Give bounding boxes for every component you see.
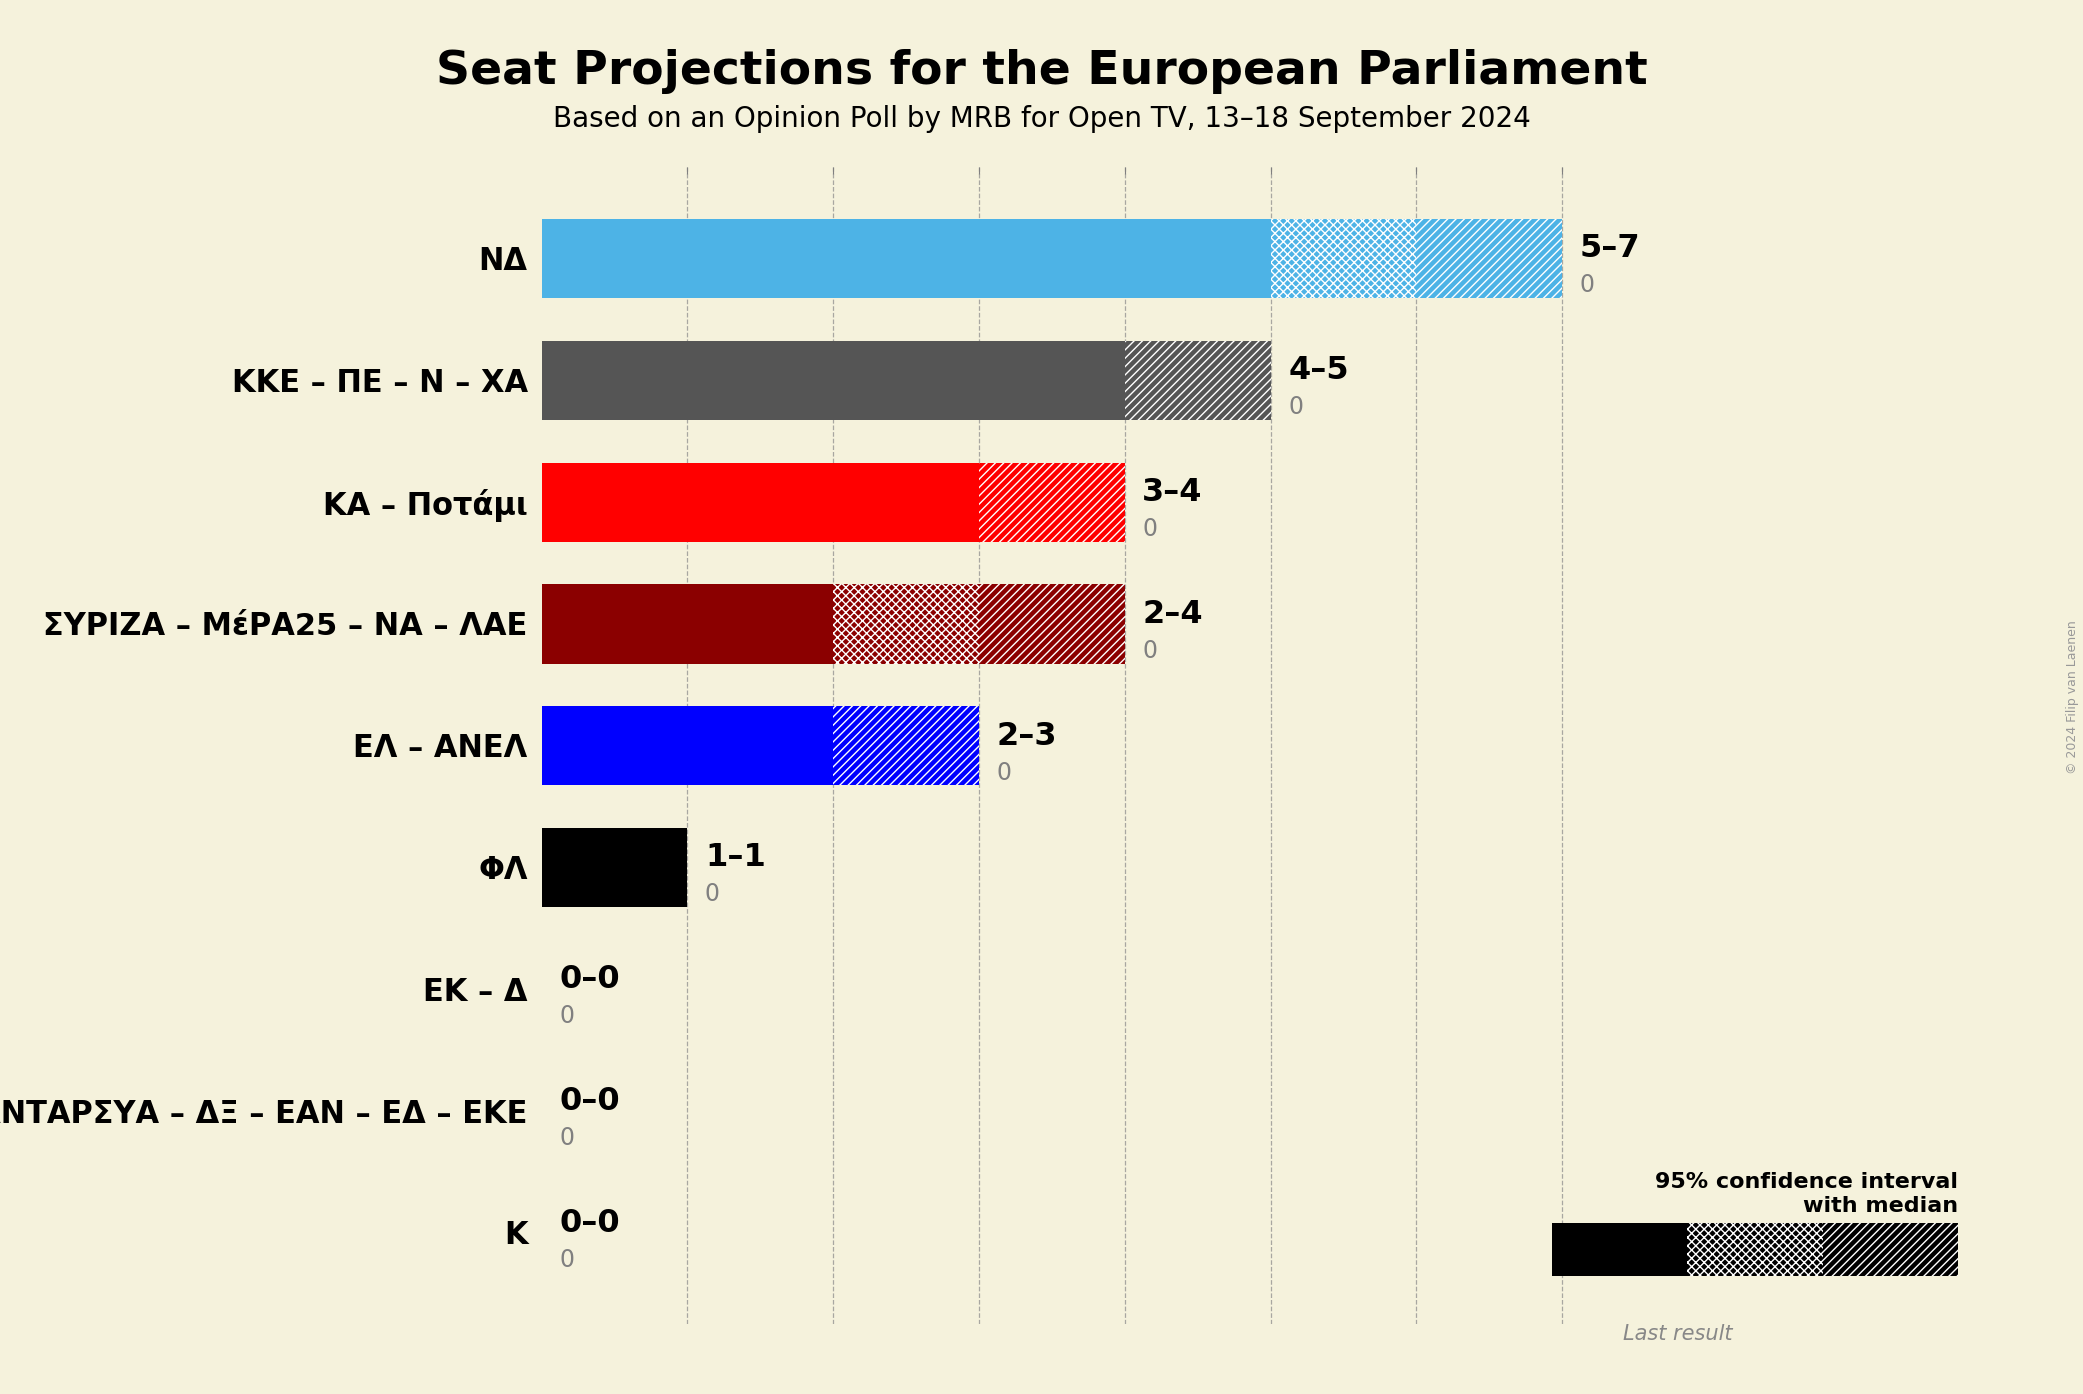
Text: 4–5: 4–5 [1287, 355, 1350, 386]
Text: 0: 0 [1579, 273, 1596, 297]
Bar [979, 463, 1125, 542]
Text: 95% confidence interval
with median: 95% confidence interval with median [1656, 1172, 1958, 1216]
Text: 0: 0 [704, 882, 721, 906]
Text: 3–4: 3–4 [1141, 477, 1202, 507]
Bar [1271, 219, 1416, 298]
Text: 0: 0 [1287, 396, 1304, 420]
Bar [542, 707, 833, 785]
Text: 1–1: 1–1 [704, 842, 767, 873]
Text: 0: 0 [558, 1004, 575, 1029]
Bar [1552, 1223, 1687, 1276]
Bar [833, 707, 979, 785]
Bar [542, 828, 687, 907]
Bar [979, 584, 1125, 664]
Bar [1416, 219, 1562, 298]
Text: 0–0: 0–0 [558, 1086, 621, 1117]
Text: 0: 0 [558, 1248, 575, 1271]
Bar [542, 463, 979, 542]
Text: 2–3: 2–3 [996, 721, 1056, 751]
Text: Based on an Opinion Poll by MRB for Open TV, 13–18 September 2024: Based on an Opinion Poll by MRB for Open… [552, 105, 1531, 132]
Text: 2–4: 2–4 [1141, 599, 1204, 630]
Text: 0: 0 [1141, 517, 1158, 541]
Text: 5–7: 5–7 [1579, 233, 1641, 265]
Text: 0: 0 [558, 1126, 575, 1150]
Bar [542, 584, 833, 664]
Bar [1823, 1223, 1958, 1276]
Text: 0: 0 [1141, 638, 1158, 662]
Text: 0–0: 0–0 [558, 1207, 621, 1239]
Text: 0–0: 0–0 [558, 965, 621, 995]
Text: Seat Projections for the European Parliament: Seat Projections for the European Parlia… [435, 49, 1648, 93]
Bar [1687, 1223, 1823, 1276]
Text: Last result: Last result [1623, 1324, 1733, 1344]
Text: 0: 0 [996, 761, 1012, 785]
Bar [833, 584, 979, 664]
Bar [542, 342, 1125, 420]
Text: © 2024 Filip van Laenen: © 2024 Filip van Laenen [2066, 620, 2079, 774]
Bar [542, 219, 1271, 298]
Bar [1125, 342, 1271, 420]
